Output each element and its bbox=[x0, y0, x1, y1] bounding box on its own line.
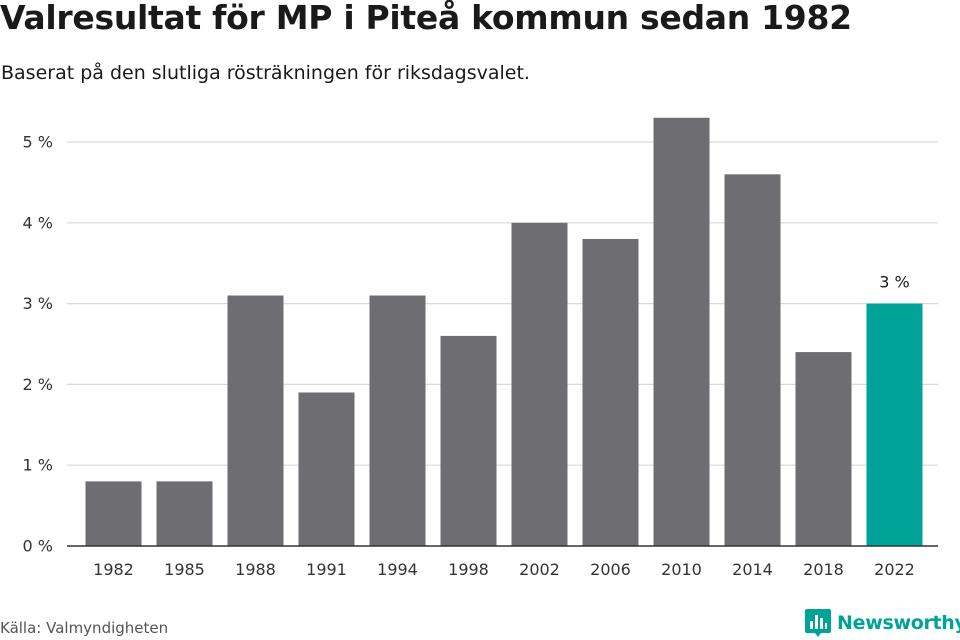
bar-2006 bbox=[582, 238, 639, 546]
y-tick-label: 3 % bbox=[23, 294, 53, 313]
bar-1985 bbox=[156, 481, 213, 546]
bar-1998 bbox=[440, 335, 497, 546]
bar-2010 bbox=[653, 117, 710, 546]
chart-title: Valresultat för MP i Piteå kommun sedan … bbox=[0, 0, 852, 37]
data-label: 3 % bbox=[879, 273, 909, 292]
x-axis-ticks: 1982 1985 1988 1991 1994 1998 2002 2006 2010 2014… bbox=[93, 560, 915, 579]
source-note: Källa: Valmyndigheten bbox=[0, 619, 169, 637]
annotations: 3 % bbox=[879, 273, 909, 292]
x-tick-label: 2018 bbox=[803, 560, 844, 579]
brand-name: Newsworthy bbox=[837, 612, 960, 634]
bar-1991 bbox=[298, 392, 355, 546]
x-tick-label: 1982 bbox=[93, 560, 134, 579]
bar-1982 bbox=[85, 481, 142, 546]
bar-chart-logo-icon bbox=[805, 609, 831, 637]
bar-2022 bbox=[866, 303, 923, 546]
y-axis-ticks: 0 % 1 % 2 % 3 % 4 % 5 % bbox=[23, 133, 53, 556]
bar-2002 bbox=[511, 222, 568, 547]
x-tick-label: 2010 bbox=[661, 560, 702, 579]
bar-2018 bbox=[795, 352, 852, 546]
y-tick-label: 1 % bbox=[23, 456, 53, 475]
x-tick-label: 1988 bbox=[235, 560, 276, 579]
y-tick-label: 2 % bbox=[23, 375, 53, 394]
x-tick-label: 2002 bbox=[519, 560, 560, 579]
x-tick-label: 1998 bbox=[448, 560, 489, 579]
x-tick-label: 1985 bbox=[164, 560, 205, 579]
y-tick-label: 5 % bbox=[23, 133, 53, 152]
bar-2014 bbox=[724, 174, 781, 546]
y-tick-label: 4 % bbox=[23, 213, 53, 232]
x-tick-label: 2006 bbox=[590, 560, 631, 579]
bar-1994 bbox=[369, 295, 426, 546]
chart-subtitle: Baserat på den slutliga rösträkningen fö… bbox=[1, 62, 530, 84]
x-tick-label: 1991 bbox=[306, 560, 347, 579]
bars bbox=[85, 117, 923, 547]
bar-1988 bbox=[227, 295, 284, 546]
x-tick-label: 1994 bbox=[377, 560, 418, 579]
gridlines bbox=[67, 141, 938, 466]
y-tick-label: 0 % bbox=[23, 537, 53, 556]
x-tick-label: 2022 bbox=[874, 560, 915, 579]
x-tick-label: 2014 bbox=[732, 560, 773, 579]
brand-logo: Newsworthy bbox=[805, 609, 960, 637]
bar-chart: 0 %1 %2 %3 %4 %5 % 1982 1985 1988 1991 1994 1… bbox=[23, 117, 938, 579]
